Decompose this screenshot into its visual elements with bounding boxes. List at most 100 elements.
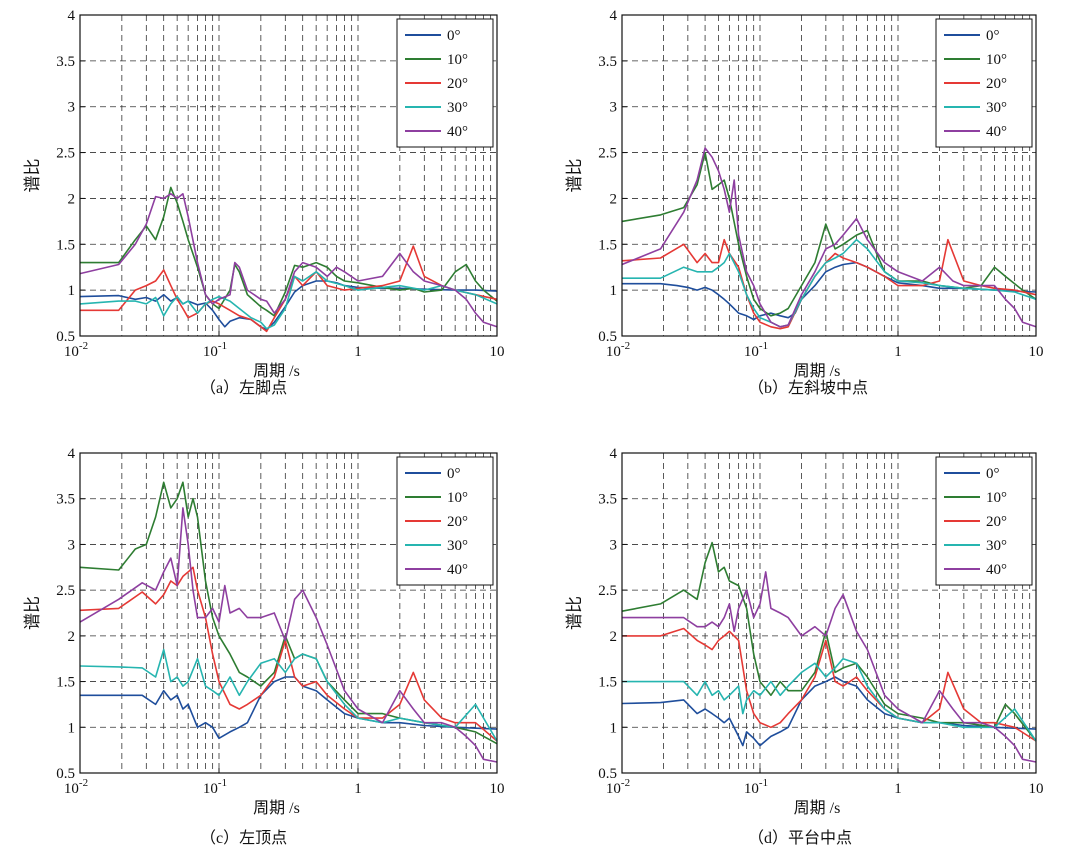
legend-label-3: 30° <box>447 538 468 554</box>
chart-panel-2: 0.5 1 1.5 2 2.5 3 3.5 4 10-2 10-1 1 10 周期 /s 谱比 （b）左斜坡… <box>565 8 1044 397</box>
x-tick-label: 10 <box>490 781 505 797</box>
y-tick-label: 0.5 <box>598 766 617 782</box>
series-line-0 <box>622 261 1037 321</box>
y-tick-label: 1 <box>68 283 76 299</box>
legend-label-4: 40° <box>447 124 468 140</box>
y-axis-title: 谱比 <box>23 596 42 630</box>
y-tick-label: 2 <box>68 191 76 207</box>
y-axis-title: 谱比 <box>23 159 42 193</box>
legend: 0° 10° 20° 30° 40° <box>396 18 494 148</box>
series-line-4 <box>621 147 1037 328</box>
x-axis-title: 周期 /s <box>253 799 300 817</box>
y-tick-label: 4 <box>610 446 618 462</box>
x-tick-label: 10 <box>1029 781 1044 797</box>
legend-label-3: 30° <box>447 100 468 116</box>
plot-frame <box>79 14 498 337</box>
legend-label-4: 40° <box>447 562 468 578</box>
series-line-4 <box>622 571 1037 763</box>
y-tick-label: 1.5 <box>56 237 75 253</box>
chart-panel-4: 0.5 1 1.5 2 2.5 3 3.5 4 10-2 10-1 1 10 周期 /s 谱比 （d）平台中… <box>565 446 1044 847</box>
legend-label-3: 30° <box>986 100 1007 116</box>
y-tick-label: 3 <box>610 537 618 553</box>
y-tick-label: 1.5 <box>598 675 617 691</box>
panel-caption: （a）左脚点 <box>200 379 287 397</box>
legend-label-2: 20° <box>447 76 468 92</box>
panel-caption: （b）左斜坡中点 <box>748 379 868 397</box>
series-line-0 <box>80 676 498 740</box>
legend-label-3: 30° <box>986 538 1007 554</box>
legend-label-1: 10° <box>447 490 468 506</box>
legend-label-1: 10° <box>986 52 1007 68</box>
legend-label-1: 10° <box>447 52 468 68</box>
x-axis-title: 周期 /s <box>794 799 841 817</box>
y-tick-label: 2.5 <box>598 146 617 162</box>
series-line-2 <box>622 627 1037 742</box>
series-line-2 <box>621 238 1037 330</box>
x-tick-label: 10-2 <box>64 340 88 360</box>
y-tick-label: 1 <box>610 283 618 299</box>
y-tick-label: 4 <box>68 446 76 462</box>
chart-panel-1: 0.5 1 1.5 2 2.5 3 3.5 4 10-2 10-1 1 10 周期 /s 谱比 （a）左脚点… <box>23 8 505 397</box>
y-axis-title: 谱比 <box>565 159 584 193</box>
y-tick-label: 3.5 <box>598 54 617 70</box>
y-tick-label: 1.5 <box>56 675 75 691</box>
y-tick-label: 2 <box>610 629 618 645</box>
legend-label-0: 0° <box>447 466 461 482</box>
y-tick-label: 3.5 <box>56 492 75 508</box>
legend-box <box>396 456 494 586</box>
series-line-1 <box>80 186 498 317</box>
y-tick-label: 1 <box>68 720 76 736</box>
y-tick-label: 2.5 <box>56 146 75 162</box>
legend-label-4: 40° <box>986 124 1007 140</box>
panel-caption: （c）左顶点 <box>200 829 287 847</box>
y-tick-label: 1.5 <box>598 237 617 253</box>
y-tick-label: 3.5 <box>56 54 75 70</box>
legend-label-0: 0° <box>447 28 461 44</box>
y-tick-label: 2.5 <box>598 583 617 599</box>
y-tick-label: 2 <box>610 191 618 207</box>
series-line-4 <box>79 507 498 763</box>
chart-panel-3: 0.5 1 1.5 2 2.5 3 3.5 4 10-2 10-1 1 10 周期 /s 谱比 （c）左顶点… <box>23 446 505 847</box>
y-axis-title: 谱比 <box>565 596 584 630</box>
x-tick-label: 10-1 <box>744 340 768 360</box>
x-tick-label: 1 <box>894 344 902 360</box>
series-line-0 <box>621 676 1037 747</box>
legend-label-2: 20° <box>986 76 1007 92</box>
legend: 0° 10° 20° 30° 40° <box>935 456 1033 586</box>
legend-label-0: 0° <box>986 28 1000 44</box>
y-tick-label: 3 <box>68 537 76 553</box>
y-tick-label: 4 <box>610 8 618 24</box>
series-line-1 <box>621 151 1037 317</box>
x-tick-label: 10-1 <box>203 340 227 360</box>
y-tick-label: 2.5 <box>56 583 75 599</box>
panel-caption: （d）平台中点 <box>748 829 852 847</box>
x-tick-label: 10-1 <box>203 777 227 797</box>
y-tick-label: 1 <box>610 720 618 736</box>
legend: 0° 10° 20° 30° 40° <box>935 18 1033 148</box>
legend-label-1: 10° <box>986 490 1007 506</box>
x-tick-label: 10-1 <box>744 777 768 797</box>
series-line-3 <box>79 271 498 330</box>
x-axis-title: 周期 /s <box>794 362 841 380</box>
legend-label-2: 20° <box>447 514 468 530</box>
series-line-4 <box>79 193 498 328</box>
x-tick-label: 10 <box>1029 344 1044 360</box>
y-tick-label: 3.5 <box>598 492 617 508</box>
series-line-1 <box>79 481 498 745</box>
series-line-2 <box>79 566 498 742</box>
series-line-2 <box>80 245 498 333</box>
plot-frame <box>621 452 1037 774</box>
x-tick-label: 1 <box>354 781 362 797</box>
y-tick-label: 4 <box>68 8 76 24</box>
legend-label-2: 20° <box>986 514 1007 530</box>
x-tick-label: 1 <box>894 781 902 797</box>
y-tick-label: 0.5 <box>56 766 75 782</box>
y-tick-label: 0.5 <box>598 329 617 345</box>
series-line-3 <box>622 657 1037 742</box>
legend: 0° 10° 20° 30° 40° <box>396 456 494 586</box>
plot-frame <box>79 452 498 774</box>
y-tick-label: 3 <box>610 100 618 116</box>
legend-label-4: 40° <box>986 562 1007 578</box>
x-tick-label: 1 <box>354 344 362 360</box>
